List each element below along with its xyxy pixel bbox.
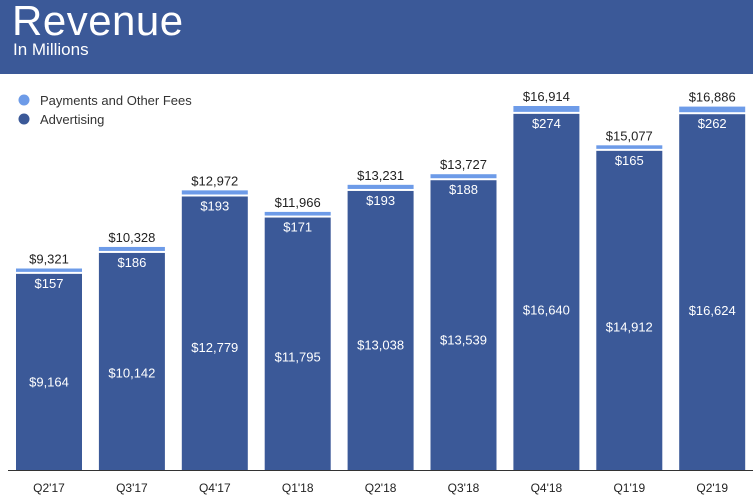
total-value-label: $16,914 xyxy=(523,89,570,104)
chart-title: Revenue xyxy=(12,0,184,44)
x-tick-label: Q2'19 xyxy=(696,481,728,495)
payments-value-label: $274 xyxy=(532,116,561,131)
header-banner: Revenue In Millions xyxy=(0,0,753,74)
advertising-value-label: $13,038 xyxy=(357,337,404,352)
payments-value-label: $171 xyxy=(283,220,312,235)
bar-advertising xyxy=(98,252,165,470)
bar-payments-fees xyxy=(596,145,663,149)
total-value-label: $15,077 xyxy=(606,128,653,143)
bar-payments-fees xyxy=(513,106,580,112)
advertising-value-label: $16,624 xyxy=(689,303,736,318)
bar-payments-fees xyxy=(264,211,331,216)
chart-subtitle: In Millions xyxy=(13,40,89,59)
bar-payments-fees xyxy=(430,174,497,179)
x-tick-label: Q4'17 xyxy=(199,481,231,495)
bar-advertising xyxy=(347,190,414,470)
x-tick-label: Q1'19 xyxy=(613,481,645,495)
advertising-value-label: $13,539 xyxy=(440,333,487,348)
total-value-label: $13,727 xyxy=(440,157,487,172)
x-tick-label: Q4'18 xyxy=(531,481,563,495)
legend-marker xyxy=(18,94,30,106)
advertising-value-label: $10,142 xyxy=(108,365,155,380)
payments-value-label: $157 xyxy=(35,276,64,291)
x-tick-label: Q3'17 xyxy=(116,481,148,495)
bar-advertising xyxy=(596,150,663,470)
x-tick-label: Q1'18 xyxy=(282,481,314,495)
bar-advertising xyxy=(264,217,331,470)
payments-value-label: $186 xyxy=(117,255,146,270)
payments-value-label: $165 xyxy=(615,153,644,168)
advertising-value-label: $16,640 xyxy=(523,303,570,318)
legend-label: Payments and Other Fees xyxy=(40,93,192,108)
x-tick-label: Q2'18 xyxy=(365,481,397,495)
total-value-label: $16,886 xyxy=(689,90,736,105)
bar-advertising xyxy=(679,114,746,470)
bar-payments-fees xyxy=(347,184,414,189)
bar-payments-fees xyxy=(98,246,165,251)
advertising-value-label: $14,912 xyxy=(606,319,653,334)
payments-value-label: $262 xyxy=(698,116,727,131)
bar-payments-fees xyxy=(679,106,746,113)
total-value-label: $10,328 xyxy=(108,230,155,245)
bar-advertising xyxy=(16,273,82,470)
bar-advertising xyxy=(430,180,497,470)
x-tick-label: Q3'18 xyxy=(448,481,480,495)
total-value-label: $13,231 xyxy=(357,168,404,183)
total-value-label: $9,321 xyxy=(29,252,69,267)
total-value-label: $11,966 xyxy=(275,195,321,210)
bar-advertising xyxy=(181,196,248,470)
advertising-value-label: $11,795 xyxy=(275,349,321,364)
x-tick-label: Q2'17 xyxy=(33,481,65,495)
bar-payments-fees xyxy=(16,268,82,272)
payments-value-label: $193 xyxy=(366,193,395,208)
advertising-value-label: $12,779 xyxy=(191,340,238,355)
bar-advertising xyxy=(513,113,580,470)
legend-marker xyxy=(18,113,30,125)
total-value-label: $12,972 xyxy=(191,173,238,188)
payments-value-label: $188 xyxy=(449,182,478,197)
bar-payments-fees xyxy=(181,190,248,195)
payments-value-label: $193 xyxy=(200,198,229,213)
legend-label: Advertising xyxy=(40,112,104,127)
advertising-value-label: $9,164 xyxy=(29,375,69,390)
